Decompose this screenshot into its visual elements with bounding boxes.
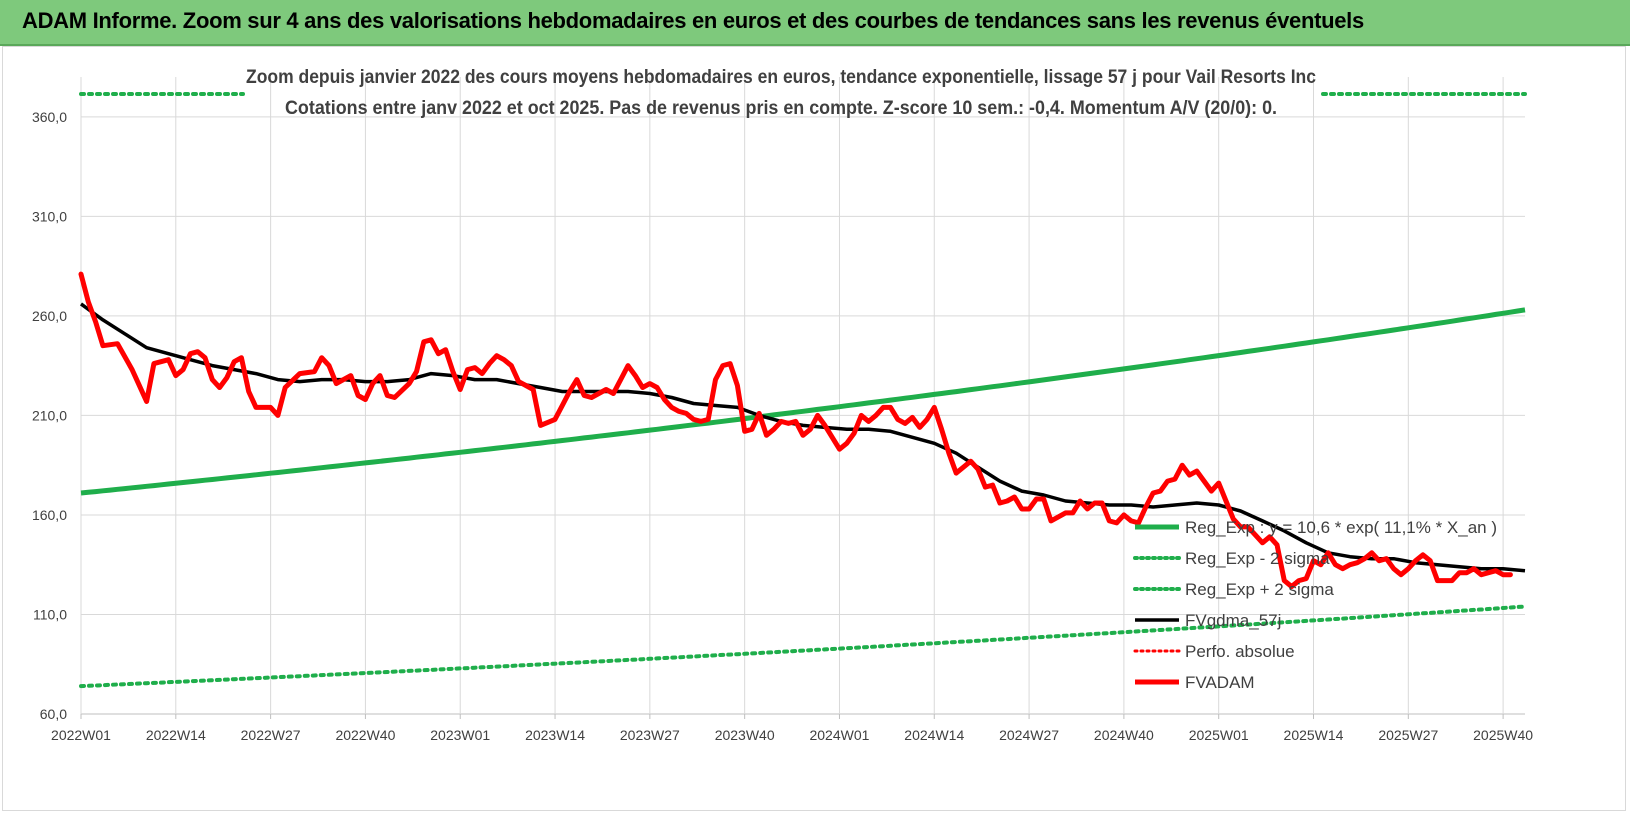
x-tick-label: 2023W27 xyxy=(620,727,680,743)
legend-label: FVgdma_57j xyxy=(1185,611,1281,630)
x-tick-label: 2022W40 xyxy=(335,727,395,743)
x-tick-label: 2022W14 xyxy=(146,727,206,743)
x-tick-label: 2022W27 xyxy=(241,727,301,743)
chart-frame: Zoom depuis janvier 2022 des cours moyen… xyxy=(2,46,1626,811)
legend-label: FVADAM xyxy=(1185,673,1255,692)
x-tick-label: 2024W01 xyxy=(809,727,869,743)
y-axis: 60,0 110,0 160,0 210,0 260,0 310,0 360,0 xyxy=(32,109,67,722)
series-fvadam xyxy=(78,271,1513,590)
series-fvgdma-57j xyxy=(79,302,1526,573)
x-tick-label: 2025W40 xyxy=(1473,727,1533,743)
chart-title: Zoom depuis janvier 2022 des cours moyen… xyxy=(246,66,1316,88)
y-tick-label: 310,0 xyxy=(32,208,67,224)
legend-label: Reg_Exp : y = 10,6 * exp( 11,1% * X_an ) xyxy=(1185,518,1497,537)
x-tick-label: 2022W01 xyxy=(51,727,111,743)
legend: Reg_Exp : y = 10,6 * exp( 11,1% * X_an )… xyxy=(1133,518,1497,692)
x-tick-label: 2023W01 xyxy=(430,727,490,743)
legend-label: Perfo. absolue xyxy=(1185,642,1295,661)
y-tick-label: 360,0 xyxy=(32,109,67,125)
title-banner: ADAM Informe. Zoom sur 4 ans des valoris… xyxy=(0,0,1630,46)
x-tick-label: 2025W27 xyxy=(1378,727,1438,743)
x-tick-label: 2025W01 xyxy=(1189,727,1249,743)
y-tick-label: 60,0 xyxy=(40,706,67,722)
y-tick-label: 260,0 xyxy=(32,308,67,324)
legend-label: Reg_Exp + 2 sigma xyxy=(1185,580,1334,599)
x-tick-label: 2023W40 xyxy=(715,727,775,743)
series-reg-exp-minus-2sigma xyxy=(79,604,1527,689)
chart-svg: Zoom depuis janvier 2022 des cours moyen… xyxy=(32,66,1533,743)
x-axis: 2022W01 2022W14 2022W27 2022W40 2023W01 2023W… xyxy=(51,714,1533,743)
y-tick-label: 210,0 xyxy=(32,407,67,423)
y-tick-label: 160,0 xyxy=(32,507,67,523)
chart-subtitle: Cotations entre janv 2022 et oct 2025. P… xyxy=(285,97,1277,119)
series-group xyxy=(78,271,1527,689)
x-tick-label: 2025W14 xyxy=(1284,727,1344,743)
legend-label: Reg_Exp - 2 sigma xyxy=(1185,549,1330,568)
chart-grid xyxy=(80,77,1525,715)
banner-title: ADAM Informe. Zoom sur 4 ans des valoris… xyxy=(22,8,1364,33)
x-tick-label: 2024W40 xyxy=(1094,727,1154,743)
x-tick-label: 2023W14 xyxy=(525,727,585,743)
y-tick-label: 110,0 xyxy=(33,606,67,622)
x-tick-label: 2024W14 xyxy=(904,727,964,743)
series-reg-exp xyxy=(80,307,1526,496)
x-tick-label: 2024W27 xyxy=(999,727,1059,743)
